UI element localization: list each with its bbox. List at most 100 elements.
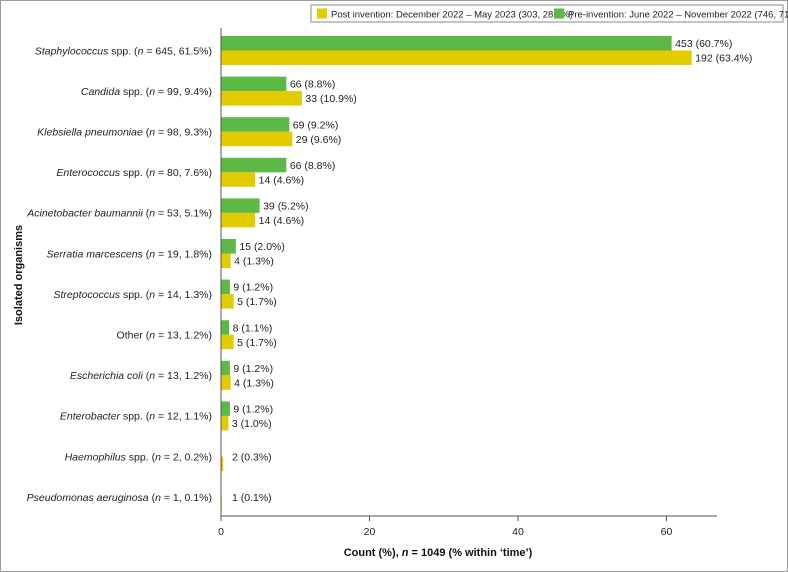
bar-pre: [221, 36, 672, 51]
x-axis-title-part: = 1049 (% within ‘time’): [408, 547, 532, 559]
category-stat: = 53, 5.1%): [155, 208, 212, 220]
category-n: n: [149, 370, 155, 382]
category-label: Enterococcus spp. (n = 80, 7.6%): [56, 167, 212, 179]
x-axis-title-part: Count (%),: [344, 547, 402, 559]
category-n: n: [155, 492, 161, 504]
bar-post: [221, 334, 234, 350]
legend-entry: Post invention: December 2022 – May 2023…: [331, 9, 573, 20]
category-label: Serratia marcescens (n = 19, 1.8%): [47, 248, 212, 260]
category-suffix: spp. (: [120, 167, 150, 179]
bar-value-label: 5 (1.7%): [237, 296, 277, 308]
bar-value-label: 4 (1.3%): [234, 377, 274, 389]
bar-value-label: 33 (10.9%): [305, 93, 356, 105]
category-name: Candida: [81, 86, 120, 98]
category-name: Enterococcus: [56, 167, 120, 179]
bar-value-label: 3 (1.0%): [232, 418, 272, 430]
bar-value-label: 453 (60.7%): [675, 38, 732, 50]
x-axis-title: Count (%), n = 1049 (% within ‘time’): [344, 547, 533, 559]
bar-pre: [221, 320, 230, 335]
legend-box: [310, 4, 784, 23]
bar-value-label: 66 (8.8%): [290, 160, 336, 172]
bar-pre: [221, 198, 260, 213]
category-stat: = 1, 0.1%): [161, 492, 212, 504]
category-stat: = 12, 1.1%): [155, 411, 212, 423]
category-name: Enterobacter: [60, 411, 121, 423]
legend-entry: Pre-invention: June 2022 – November 2022…: [568, 9, 788, 20]
category-stat: = 645, 61.5%): [143, 45, 212, 57]
x-axis: 0 20 40 60 Count (%), n = 1049 (% within ‘ti…: [218, 515, 717, 559]
category-suffix: (: [143, 370, 150, 382]
category-name: Klebsiella pneumoniae: [37, 127, 143, 139]
category-label: Candida spp. (n = 99, 9.4%): [81, 86, 212, 98]
category-suffix: (: [143, 330, 150, 342]
bar-value-label: 5 (1.7%): [237, 337, 277, 349]
bar-post: [221, 172, 256, 187]
bar-post: [221, 415, 229, 431]
category-suffix: (: [149, 492, 156, 504]
bar-value-label: 1 (0.1%): [232, 492, 272, 504]
x-axis-title-part: n: [402, 547, 409, 559]
bar-value-label: 9 (1.2%): [233, 363, 273, 375]
bar-pre: [221, 157, 287, 173]
bar-post: [221, 253, 231, 268]
category-n: n: [149, 330, 155, 342]
category-stat: = 2, 0.2%): [161, 451, 212, 463]
bar-pre: [221, 360, 230, 376]
category-suffix: spp. (: [108, 45, 138, 57]
category-name: Serratia marcescens: [47, 248, 144, 260]
bar-post: [221, 212, 256, 228]
category-suffix: (: [143, 248, 150, 260]
legend-swatch: [554, 8, 564, 19]
category-label: Staphylococcus spp. (n = 645, 61.5%): [35, 45, 212, 57]
bar-post: [221, 91, 302, 106]
category-label: Escherichia coli (n = 13, 1.2%): [70, 370, 212, 382]
bar-value-label: 8 (1.1%): [233, 322, 273, 334]
bar-value-label: 29 (9.6%): [296, 134, 342, 146]
category-stat: = 13, 1.2%): [155, 370, 212, 382]
bar-post: [221, 456, 224, 471]
category-suffix: (: [143, 127, 150, 139]
category-n: n: [149, 208, 155, 220]
category-suffix: spp. (: [120, 289, 150, 301]
category-stat: = 19, 1.8%): [155, 248, 212, 260]
bar-post: [221, 294, 234, 309]
x-tick-label: 40: [512, 526, 524, 538]
bar-post: [221, 50, 692, 65]
bar-value-label: 9 (1.2%): [233, 282, 273, 294]
category-name: Haemophilus: [65, 451, 127, 463]
category-n: n: [149, 127, 155, 139]
category-label: Other (n = 13, 1.2%): [117, 330, 212, 342]
x-tick-label: 60: [661, 526, 673, 538]
category-suffix: spp. (: [120, 411, 150, 423]
bar-value-label: 66 (8.8%): [290, 79, 336, 91]
category-suffix: (: [143, 208, 150, 220]
legend: Post invention: December 2022 – May 2023…: [310, 4, 788, 23]
bar-post: [221, 131, 293, 147]
category-n: n: [149, 86, 155, 98]
bar-pre: [221, 239, 236, 254]
category-label: Klebsiella pneumoniae (n = 98, 9.3%): [37, 127, 212, 139]
bar-pre: [221, 279, 230, 295]
bar-value-label: 2 (0.3%): [232, 451, 272, 463]
y-axis: Staphylococcus spp. (n = 645, 61.5%) Cand…: [13, 28, 222, 516]
bars-group: 453 (60.7%) 192 (63.4%) 66 (8.8%) 33 (10.9%…: [221, 36, 752, 512]
category-name: Streptococcus: [54, 289, 121, 301]
category-n: n: [149, 289, 155, 301]
y-axis-title: Isolated organisms: [13, 225, 25, 325]
category-stat: = 99, 9.4%): [155, 86, 212, 98]
category-label: Enterobacter spp. (n = 12, 1.1%): [60, 411, 212, 423]
category-name: Pseudomonas aeruginosa: [27, 492, 149, 504]
bar-value-label: 69 (9.2%): [293, 119, 339, 131]
category-n: n: [149, 167, 155, 179]
legend-swatch: [317, 8, 327, 19]
bar-value-label: 15 (2.0%): [239, 241, 285, 253]
category-stat: = 14, 1.3%): [155, 289, 212, 301]
category-n: n: [155, 451, 161, 463]
bar-value-label: 4 (1.3%): [234, 256, 274, 268]
category-name: Escherichia coli: [70, 370, 144, 382]
category-stat: = 98, 9.3%): [155, 127, 212, 139]
bar-pre: [221, 117, 290, 132]
